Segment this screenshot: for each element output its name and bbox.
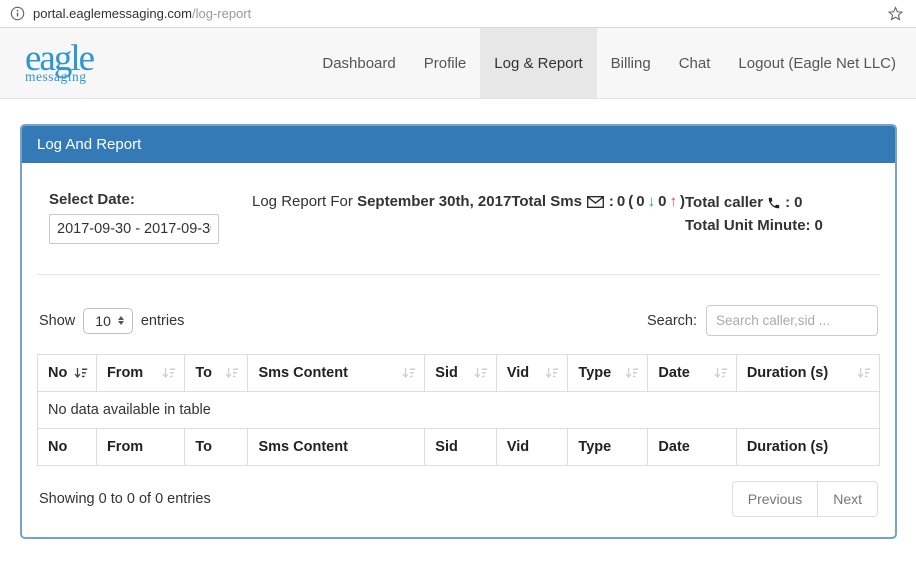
search-input[interactable] [706,305,878,336]
column-header-sms-content[interactable]: Sms Content [247,354,426,392]
footer-column-date: Date [647,428,737,466]
table-controls: Show 10 entries Search: [37,305,880,336]
summary-row: Select Date: Log Report For September 30… [37,179,880,244]
total-sms-block: Total Sms : 0 ( 0 ↓ 0 ↑ ) [511,191,685,210]
arrow-down-icon: ↓ [647,193,656,210]
column-header-no[interactable]: No [37,354,97,392]
sort-icon [474,367,488,378]
column-header-type[interactable]: Type [567,354,649,392]
log-table: No From To Sms Content Sid Vid Type Date… [37,354,881,466]
column-header-to[interactable]: To [184,354,249,392]
arrow-up-icon: ↑ [669,193,677,210]
empty-message: No data available in table [37,391,880,429]
table-footer: Showing 0 to 0 of 0 entries Previous Nex… [37,481,880,517]
sms-sent-value: 0 [658,193,667,210]
envelope-icon [586,195,604,208]
show-label: Show [39,312,76,329]
entries-per-page-select[interactable]: 10 [83,307,133,334]
total-sms-open-paren: ( [628,193,634,210]
footer-column-no: No [37,428,97,466]
main-nav: Dashboard Profile Log & Report Billing C… [308,28,916,98]
footer-column-from: From [95,428,186,466]
search-control: Search: [647,305,878,336]
url-host: portal.eaglemessaging.com [33,6,192,21]
total-sms-label: Total Sms [511,193,582,210]
date-range-input[interactable] [49,214,219,244]
site-header: eagle messaging Dashboard Profile Log & … [0,28,916,99]
pagination: Previous Next [731,481,878,517]
sort-icon [162,367,177,378]
total-unit-minute-label: Total Unit Minute: [685,216,811,234]
previous-page-button[interactable]: Previous [731,481,819,517]
footer-column-duration: Duration (s) [735,428,881,466]
browser-url-bar[interactable]: portal.eaglemessaging.com/log-report [0,0,916,28]
panel-title: Log And Report [22,126,895,163]
footer-column-sms-content: Sms Content [247,428,426,466]
summary-divider [37,274,880,275]
bookmark-star-icon[interactable] [887,5,904,22]
page-info-icon[interactable] [10,6,25,21]
nav-item-log-report[interactable]: Log & Report [480,28,597,98]
search-label: Search: [647,312,697,329]
sort-icon [857,367,871,378]
logo[interactable]: eagle messaging [25,38,95,85]
total-caller-colon: : [785,194,791,211]
panel-body: Select Date: Log Report For September 30… [22,163,895,537]
logo-subtitle: messaging [25,69,87,85]
table-header-row: No From To Sms Content Sid Vid Type Date… [37,354,881,392]
total-unit-minute-value: 0 [814,216,823,234]
nav-item-billing[interactable]: Billing [610,54,651,72]
sort-icon [625,367,640,378]
report-title-date: September 30th, 2017 [357,193,512,210]
report-title-label: Log Report For [252,193,353,210]
report-title: Log Report For September 30th, 2017 [252,191,511,210]
page-length-control: Show 10 entries [39,307,185,334]
entries-selected-value: 10 [95,312,111,329]
caller-block: Total caller : 0 Total Unit Minute: 0 [685,191,880,237]
total-sms-colon: : [608,193,614,210]
showing-entries-text: Showing 0 to 0 of 0 entries [39,491,211,507]
sort-icon [225,367,240,378]
footer-column-vid: Vid [495,428,569,466]
date-block: Select Date: [37,191,252,244]
next-page-button[interactable]: Next [818,481,878,517]
nav-item-profile[interactable]: Profile [423,54,467,72]
phone-icon [767,196,781,210]
main-content: Log And Report Select Date: Log Report F… [0,124,916,539]
nav-item-dashboard[interactable]: Dashboard [322,54,396,72]
total-sms-value: 0 [616,193,626,210]
total-sms-close-paren: ) [679,193,685,210]
select-date-label: Select Date: [49,191,135,208]
column-header-date[interactable]: Date [647,354,737,392]
sms-received-value: 0 [636,193,645,210]
select-arrows-icon [117,316,124,325]
nav-item-chat[interactable]: Chat [678,54,711,72]
total-caller-value: 0 [794,194,803,211]
sort-icon [402,367,417,378]
footer-column-to: To [184,428,249,466]
column-header-from[interactable]: From [95,354,186,392]
log-report-panel: Log And Report Select Date: Log Report F… [20,124,897,539]
url-path: /log-report [191,6,252,21]
column-header-vid[interactable]: Vid [495,354,569,392]
entries-label: entries [140,312,185,329]
sort-icon [74,367,88,378]
table-empty-row: No data available in table [37,391,880,429]
column-header-sid[interactable]: Sid [424,354,497,392]
logo-title: eagle [25,38,95,80]
nav-item-logout[interactable]: Logout (Eagle Net LLC) [738,54,896,72]
sort-icon [714,367,728,378]
footer-column-sid: Sid [424,428,497,466]
column-header-duration[interactable]: Duration (s) [735,354,881,392]
total-caller-label: Total caller [685,194,764,211]
table-footer-row: No From To Sms Content Sid Vid Type Date… [37,428,881,466]
footer-column-type: Type [567,428,649,466]
sort-icon [545,367,560,378]
url-text[interactable]: portal.eaglemessaging.com/log-report [33,6,251,21]
